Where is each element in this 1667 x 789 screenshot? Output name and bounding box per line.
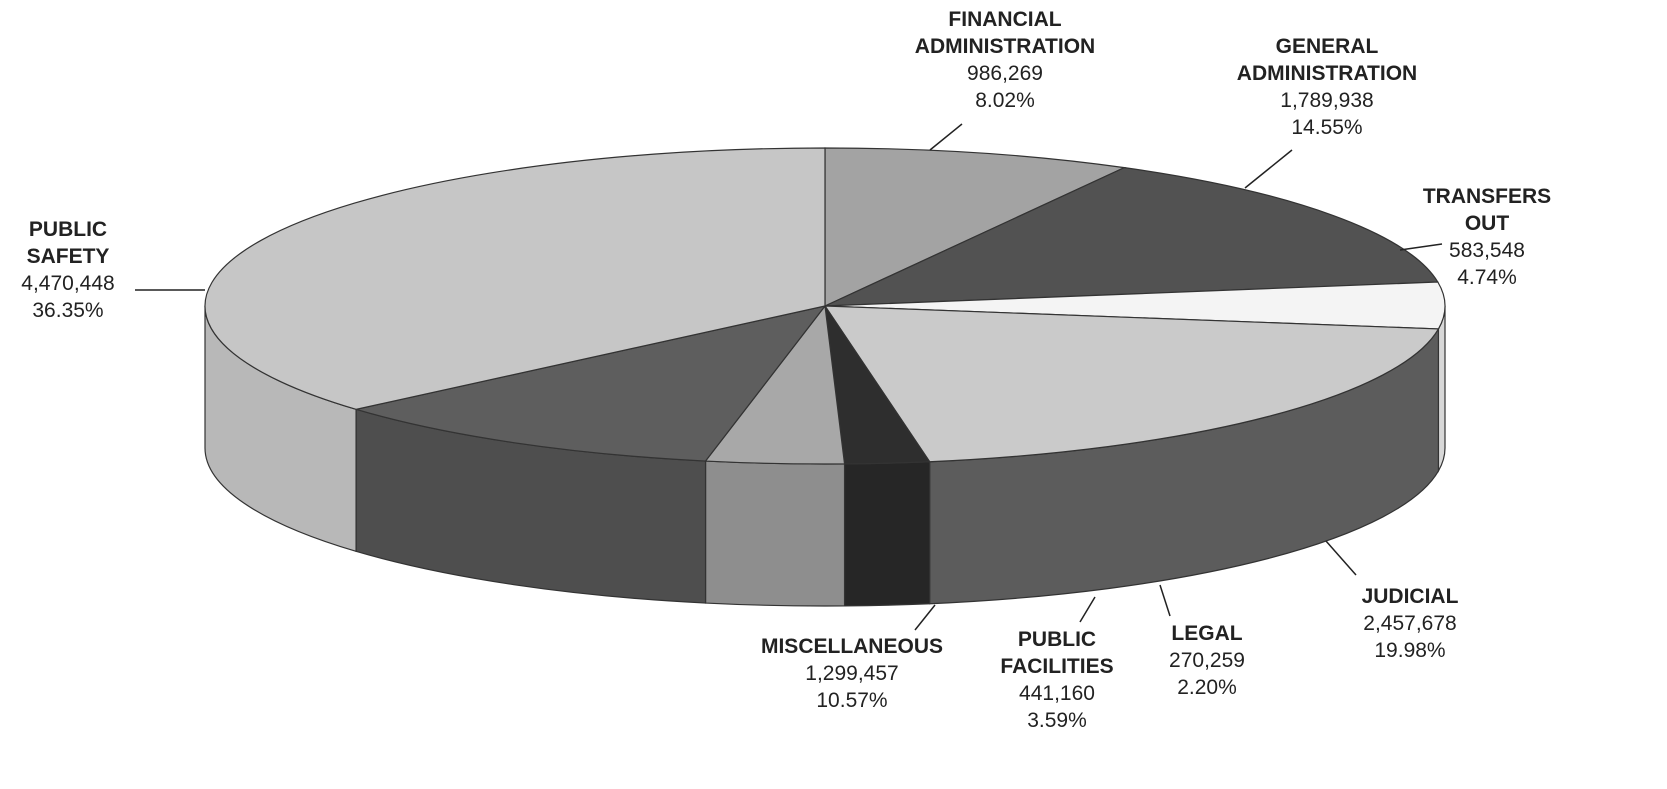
percent-label: 8.02% xyxy=(975,89,1035,112)
slice-label: LEGAL 270,259 2.20% xyxy=(1147,620,1267,701)
slice-label: JUDICIAL 2,457,678 19.98% xyxy=(1330,583,1490,664)
value-label: 4,470,448 xyxy=(21,272,115,295)
leader-line xyxy=(1159,584,1171,617)
leader-line xyxy=(1079,596,1096,623)
percent-label: 2.20% xyxy=(1177,676,1237,699)
leader-line xyxy=(1325,540,1357,576)
slice xyxy=(355,305,827,462)
percent-label: 10.57% xyxy=(816,689,888,712)
leader-line xyxy=(1244,149,1293,189)
percent-label: 14.55% xyxy=(1291,116,1363,139)
slice xyxy=(823,305,1440,463)
value-label: 441,160 xyxy=(1019,682,1095,705)
slice-label: PUBLIC SAFETY 4,470,448 36.35% xyxy=(8,216,128,324)
category-label: MISCELLANEOUS xyxy=(760,635,943,658)
slice-label: TRANSFERS OUT 583,548 4.74% xyxy=(1407,183,1567,291)
category-label: JUDICIAL xyxy=(1361,585,1459,608)
tops xyxy=(204,147,1446,465)
leader-line xyxy=(929,123,963,151)
value-label: 2,457,678 xyxy=(1363,612,1457,635)
slice xyxy=(204,147,826,410)
percent-label: 19.98% xyxy=(1374,639,1446,662)
sides xyxy=(204,305,1446,607)
slice xyxy=(824,167,1439,307)
category-label: PUBLIC FACILITIES xyxy=(1000,628,1114,678)
value-label: 1,789,938 xyxy=(1280,89,1374,112)
percent-label: 36.35% xyxy=(32,299,104,322)
category-label: LEGAL xyxy=(1171,622,1243,645)
leader-line xyxy=(1399,243,1443,251)
slice-label: GENERAL ADMINISTRATION 1,789,938 14.55% xyxy=(1207,33,1447,141)
category-label: GENERAL ADMINISTRATION xyxy=(1236,35,1418,85)
category-label: PUBLIC SAFETY xyxy=(26,218,110,268)
percent-label: 3.59% xyxy=(1027,709,1087,732)
value-label: 986,269 xyxy=(967,62,1043,85)
value-label: 1,299,457 xyxy=(805,662,899,685)
value-label: 583,548 xyxy=(1449,239,1525,262)
slice-side xyxy=(1437,305,1446,474)
leader-line xyxy=(914,604,936,631)
slice-label: FINANCIAL ADMINISTRATION 986,269 8.02% xyxy=(905,6,1105,114)
category-label: FINANCIAL ADMINISTRATION xyxy=(914,8,1096,58)
slice-label: MISCELLANEOUS 1,299,457 10.57% xyxy=(742,633,962,714)
slice-label: PUBLIC FACILITIES 441,160 3.59% xyxy=(992,626,1122,734)
percent-label: 4.74% xyxy=(1457,266,1517,289)
slice-side xyxy=(843,461,931,607)
slice xyxy=(824,147,1127,307)
slice xyxy=(824,281,1446,330)
category-label: TRANSFERS OUT xyxy=(1422,185,1552,235)
value-label: 270,259 xyxy=(1169,649,1245,672)
slice-side xyxy=(704,460,846,607)
